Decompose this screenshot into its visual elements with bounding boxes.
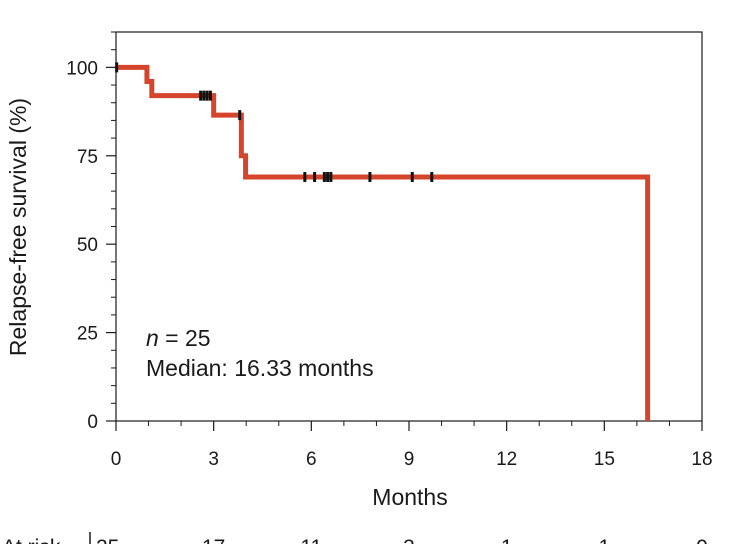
- x-tick-label: 15: [594, 449, 615, 470]
- x-tick-label: 6: [306, 449, 317, 470]
- censor-marks: [115, 62, 434, 182]
- at-risk-value: 25: [96, 536, 119, 544]
- y-tick-label: 50: [77, 235, 98, 256]
- at-risk-value: 11: [300, 536, 322, 544]
- y-tick-label: 0: [87, 412, 98, 433]
- x-tick-label: 12: [496, 449, 517, 470]
- y-tick-label: 100: [66, 58, 98, 79]
- at-risk-value: 17: [202, 536, 225, 544]
- axes: [106, 31, 703, 431]
- x-axis-title: Months: [372, 484, 447, 510]
- x-tick-label: 18: [691, 449, 712, 470]
- survival-step-line: [116, 64, 651, 421]
- median-annotation: Median: 16.33 months: [146, 355, 374, 381]
- n-value: = 25: [159, 325, 211, 351]
- sample-size-annotation: n = 25: [146, 325, 211, 351]
- y-tick-label: 25: [77, 324, 98, 345]
- at-risk-value: 3: [403, 536, 415, 544]
- x-tick-label: 9: [404, 449, 415, 470]
- x-tick-label: 0: [111, 449, 122, 470]
- y-tick-label: 75: [77, 147, 98, 168]
- labels: 0 25 50 75 100 0 3 6 9 12 15 18: [66, 58, 712, 470]
- survival-series: [116, 64, 651, 421]
- at-risk-label: At risk: [2, 536, 61, 544]
- x-tick-label: 3: [208, 449, 219, 470]
- at-risk-value: 1: [501, 536, 513, 544]
- at-risk-value: 0: [696, 536, 708, 544]
- at-risk-values: 2517113110: [96, 536, 708, 544]
- n-symbol: n: [146, 325, 159, 351]
- y-axis-title: Relapse-free survival (%): [5, 98, 31, 356]
- at-risk-row: At risk 2517113110: [2, 532, 708, 544]
- at-risk-value: 1: [598, 536, 610, 544]
